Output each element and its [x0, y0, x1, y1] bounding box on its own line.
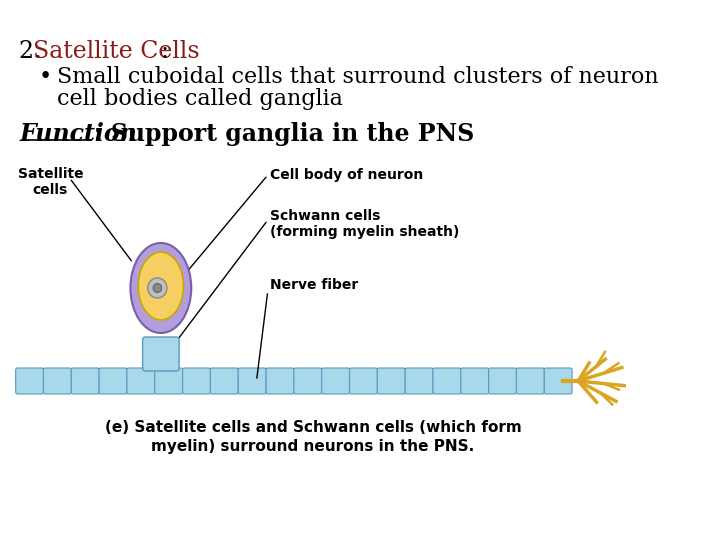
FancyBboxPatch shape: [433, 368, 461, 394]
FancyBboxPatch shape: [155, 368, 183, 394]
FancyBboxPatch shape: [99, 368, 127, 394]
Text: : Support ganglia in the PNS: : Support ganglia in the PNS: [94, 122, 474, 146]
FancyBboxPatch shape: [16, 368, 43, 394]
Text: Nerve fiber: Nerve fiber: [269, 278, 358, 292]
Text: Satellite Cells: Satellite Cells: [33, 40, 199, 63]
FancyBboxPatch shape: [43, 368, 71, 394]
FancyBboxPatch shape: [294, 368, 322, 394]
Text: Small cuboidal cells that surround clusters of neuron: Small cuboidal cells that surround clust…: [56, 66, 658, 88]
FancyBboxPatch shape: [489, 368, 516, 394]
FancyBboxPatch shape: [516, 368, 544, 394]
Ellipse shape: [138, 252, 184, 320]
FancyBboxPatch shape: [377, 368, 405, 394]
Ellipse shape: [153, 284, 162, 293]
Text: Function: Function: [19, 122, 137, 146]
FancyBboxPatch shape: [461, 368, 489, 394]
Ellipse shape: [148, 278, 167, 298]
FancyBboxPatch shape: [266, 368, 294, 394]
Text: myelin) surround neurons in the PNS.: myelin) surround neurons in the PNS.: [151, 438, 474, 454]
Text: :: :: [161, 40, 169, 63]
FancyBboxPatch shape: [544, 368, 572, 394]
FancyBboxPatch shape: [127, 368, 155, 394]
FancyBboxPatch shape: [143, 337, 179, 371]
Text: Schwann cells
(forming myelin sheath): Schwann cells (forming myelin sheath): [269, 209, 459, 239]
FancyBboxPatch shape: [349, 368, 377, 394]
Text: •: •: [39, 66, 53, 88]
FancyBboxPatch shape: [238, 368, 266, 394]
Text: (e) Satellite cells and Schwann cells (which form: (e) Satellite cells and Schwann cells (w…: [104, 421, 521, 435]
Text: cell bodies called ganglia: cell bodies called ganglia: [56, 88, 343, 110]
Ellipse shape: [130, 243, 192, 333]
FancyBboxPatch shape: [405, 368, 433, 394]
Text: Satellite
cells: Satellite cells: [17, 167, 84, 197]
Text: 2.: 2.: [19, 40, 50, 63]
FancyBboxPatch shape: [183, 368, 210, 394]
FancyBboxPatch shape: [71, 368, 99, 394]
FancyBboxPatch shape: [210, 368, 238, 394]
Text: Cell body of neuron: Cell body of neuron: [269, 168, 423, 182]
FancyBboxPatch shape: [322, 368, 349, 394]
